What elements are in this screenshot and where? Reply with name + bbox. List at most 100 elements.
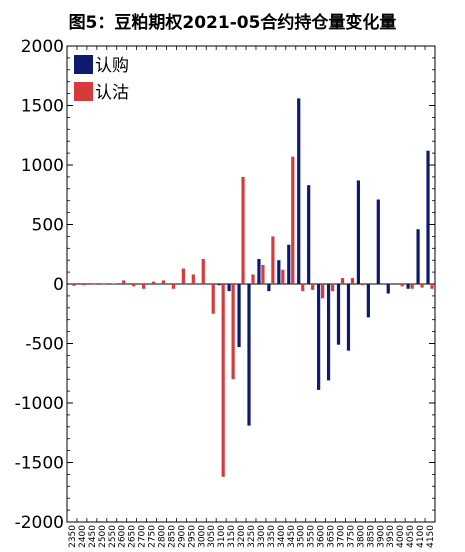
- x-tick-label: 3600: [317, 525, 327, 548]
- y-tick-label: -2000: [15, 513, 64, 533]
- bar-call-3650: [326, 284, 331, 381]
- bar-put-4100: [420, 284, 424, 288]
- y-tick-label: 0: [53, 275, 64, 295]
- bar-call-3250: [247, 284, 251, 426]
- bar-put-3000: [201, 259, 205, 284]
- bar-call-3300: [257, 259, 261, 284]
- x-tick-label: 2700: [138, 525, 148, 548]
- bar-call-4150: [426, 150, 430, 284]
- bar-put-2850: [171, 284, 176, 289]
- bar-put-2650: [132, 284, 136, 287]
- legend-label-call: 认购: [95, 56, 129, 76]
- legend-swatch-put: [74, 82, 93, 101]
- x-tick-label: 2950: [187, 525, 197, 548]
- x-tick-label: 4100: [416, 525, 426, 548]
- bar-call-3150: [227, 284, 231, 292]
- bar-call-3600: [317, 284, 321, 390]
- legend-label-put: 认沽: [95, 83, 129, 103]
- bar-call-3550: [307, 185, 311, 284]
- y-tick-label: -1500: [15, 454, 64, 474]
- y-tick-label: 2000: [21, 37, 64, 57]
- bar-put-3150: [231, 284, 235, 380]
- x-tick-label: 3300: [257, 525, 267, 548]
- bar-put-3400: [281, 269, 285, 284]
- bar-call-3950: [386, 284, 390, 294]
- x-tick-label: 4000: [396, 525, 406, 548]
- x-tick-label: 3550: [307, 525, 317, 548]
- chart-title: 图5：豆粕期权2021-05合约持仓量变化量: [68, 13, 397, 33]
- bar-put-2900: [181, 268, 185, 284]
- x-tick-label: 2650: [128, 525, 138, 548]
- bar-put-3750: [350, 278, 355, 284]
- x-tick-label: 2350: [68, 525, 78, 548]
- bar-call-3350: [267, 284, 271, 292]
- x-tick-label: 3200: [237, 525, 247, 548]
- bar-put-3450: [291, 156, 295, 284]
- bar-put-3600: [321, 284, 325, 299]
- bar-put-4000: [400, 284, 404, 287]
- x-tick-label: 2600: [118, 525, 128, 548]
- bar-put-2750: [151, 281, 156, 284]
- bar-put-2700: [141, 284, 146, 289]
- bar-put-3250: [251, 274, 255, 284]
- bar-put-3200: [241, 176, 245, 284]
- bar-put-3500: [301, 284, 305, 292]
- bar-put-4150: [430, 284, 434, 289]
- x-tick-label: 2400: [78, 525, 88, 548]
- x-tick-label: 4050: [406, 525, 416, 548]
- bar-put-2350: [72, 284, 76, 286]
- bar-put-3050: [211, 284, 215, 314]
- bar-put-3700: [340, 278, 345, 284]
- x-tick-label: 3000: [197, 525, 207, 548]
- bar-put-2950: [191, 274, 195, 284]
- x-tick-label: 2850: [167, 525, 177, 548]
- y-tick-label: 500: [32, 216, 64, 236]
- bar-put-2600: [122, 280, 126, 284]
- bar-call-3500: [297, 98, 301, 284]
- bar-put-3100: [221, 284, 225, 477]
- bar-put-3650: [330, 284, 335, 292]
- x-tick-label: 2500: [98, 525, 108, 548]
- bar-put-2500: [102, 284, 106, 285]
- x-tick-label: 2450: [88, 525, 98, 548]
- bar-put-2450: [92, 284, 96, 285]
- x-tick-label: 3400: [277, 525, 287, 548]
- x-tick-label: 3750: [346, 525, 356, 548]
- bar-put-2550: [112, 283, 116, 285]
- bar-call-3700: [336, 284, 341, 345]
- bar-call-3850: [366, 284, 370, 318]
- bar-call-3900: [376, 199, 380, 284]
- bar-call-3750: [346, 284, 351, 351]
- bar-put-2800: [161, 280, 166, 284]
- x-tick-label: 3250: [247, 525, 257, 548]
- bar-put-3350: [271, 236, 275, 284]
- x-tick-label: 3150: [227, 525, 237, 548]
- x-tick-label: 2750: [148, 525, 158, 548]
- bar-put-3550: [311, 284, 315, 290]
- x-tick-label: 3700: [337, 525, 347, 548]
- x-tick-label: 3900: [376, 525, 386, 548]
- x-tick-label: 3500: [297, 525, 307, 548]
- bar-call-3400: [277, 260, 281, 284]
- bar-put-3300: [261, 264, 265, 284]
- bar-put-3800: [360, 284, 365, 286]
- bar-call-4050: [406, 284, 410, 289]
- x-tick-label: 3650: [327, 525, 337, 548]
- y-tick-label: 1000: [21, 156, 64, 176]
- bar-put-2400: [82, 284, 86, 286]
- x-tick-label: 3800: [356, 525, 366, 548]
- x-tick-label: 3850: [366, 525, 376, 548]
- bar-put-4050: [410, 284, 414, 289]
- bar-call-3800: [356, 180, 361, 284]
- x-tick-label: 3350: [267, 525, 277, 548]
- bar-call-3200: [237, 284, 241, 348]
- y-tick-label: 1500: [21, 97, 64, 117]
- legend-swatch-call: [74, 55, 93, 74]
- bar-call-3100: [217, 284, 221, 286]
- x-tick-label: 2550: [108, 525, 118, 548]
- x-tick-label: 4150: [426, 525, 436, 548]
- x-tick-label: 3450: [287, 525, 297, 548]
